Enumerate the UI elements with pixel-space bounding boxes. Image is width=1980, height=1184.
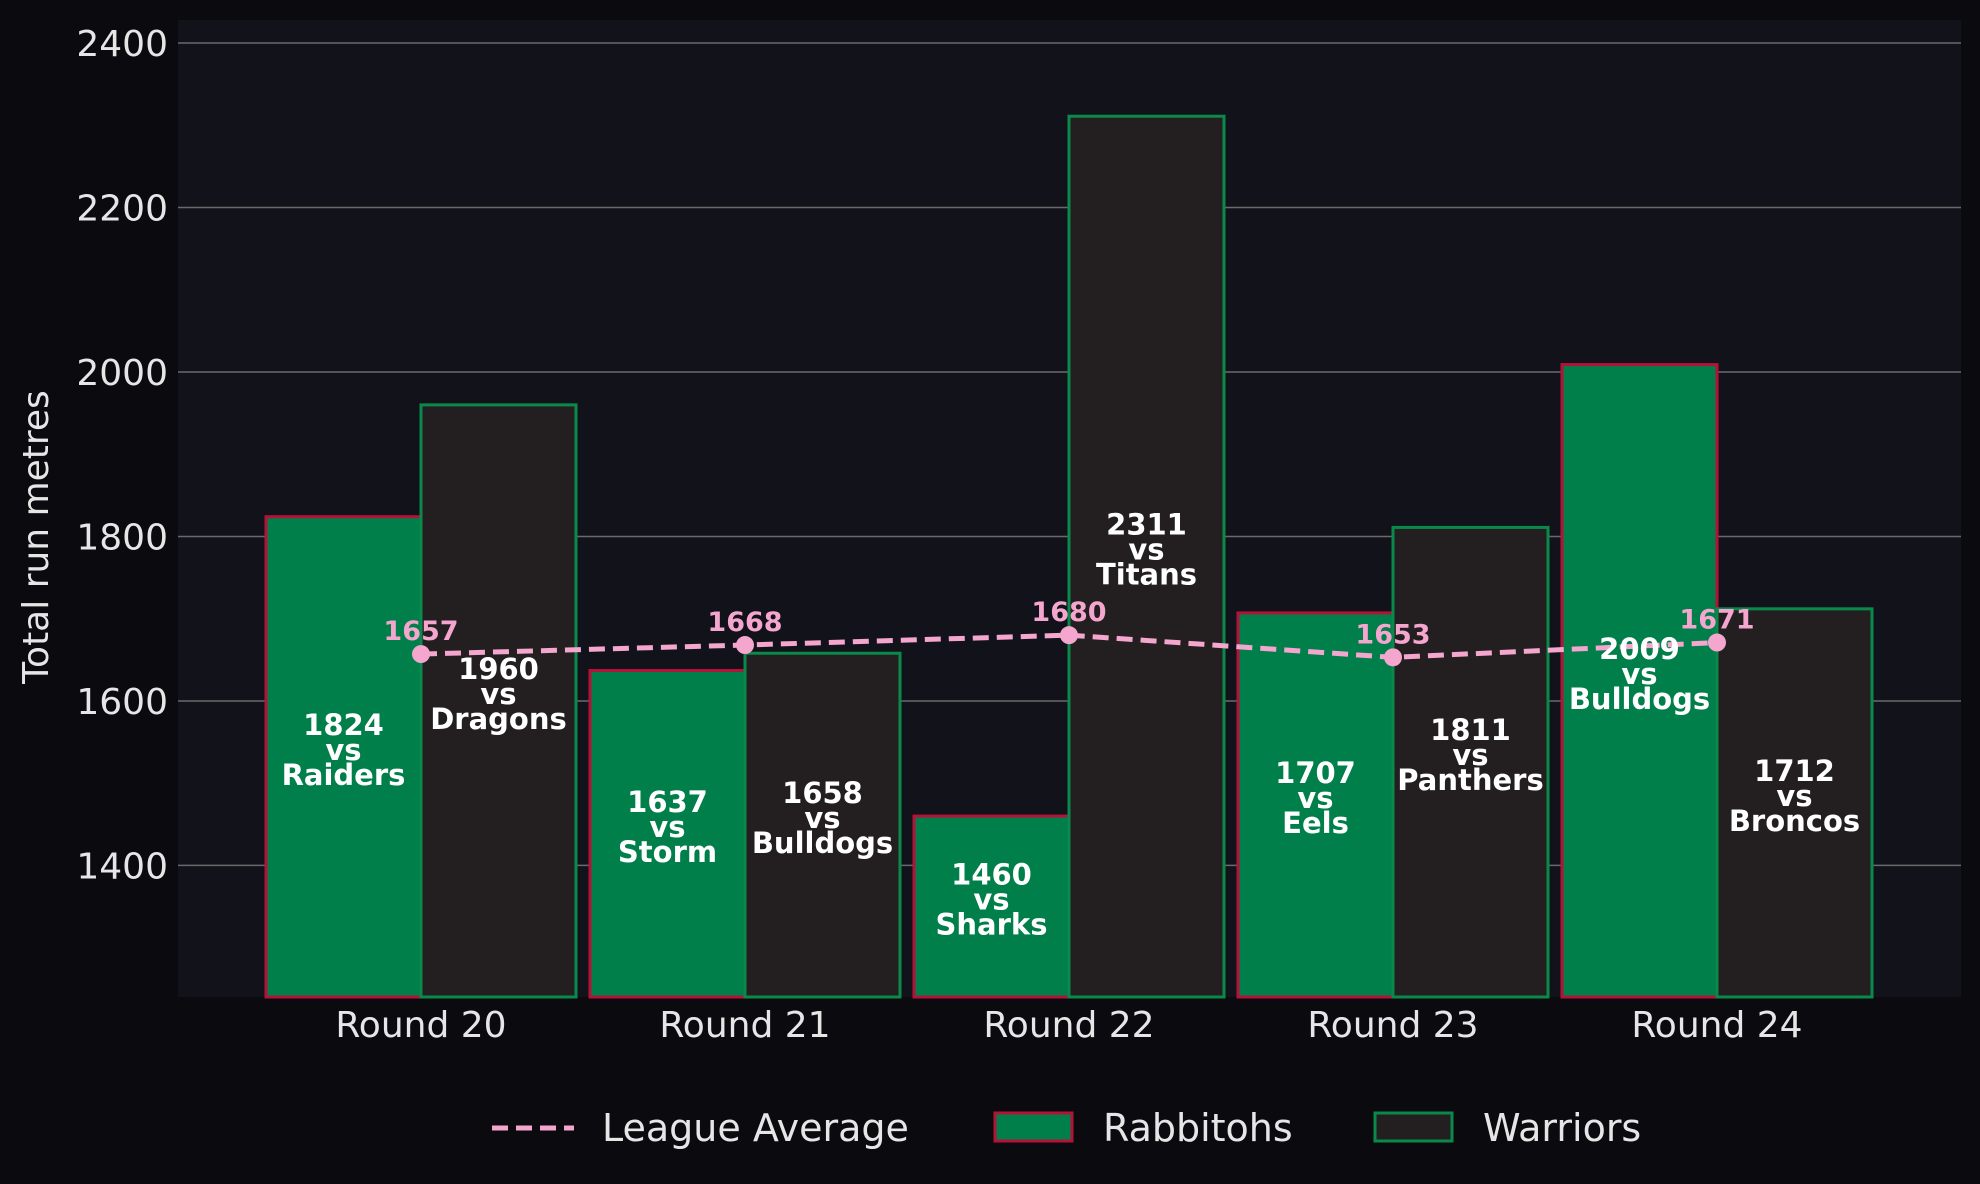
legend: League Average Rabbitohs Warriors <box>492 1106 1641 1150</box>
bar-label-rabbitohs-2-line0: 1460 <box>951 858 1032 892</box>
bar-rabbitohs-3 <box>1236 611 1395 999</box>
bar-label-warriors-4-line0: 1712 <box>1754 754 1835 788</box>
y-tick-label-1400: 1400 <box>76 846 168 887</box>
x-tick-label-1: Round 21 <box>659 1005 830 1046</box>
bar-label-rabbitohs-2-line1: vs <box>973 883 1009 917</box>
average-point-3 <box>1384 648 1402 667</box>
bar-warriors-2 <box>1067 114 1226 999</box>
bar-label-rabbitohs-0-line1: vs <box>325 733 361 767</box>
average-label-3: 1653 <box>1355 619 1430 650</box>
legend-rabbitohs-label: Rabbitohs <box>1103 1106 1293 1150</box>
bar-warriors-4 <box>1715 607 1874 999</box>
bar-label-warriors-2-line0: 2311 <box>1106 508 1187 542</box>
bar-label-warriors-0-line1: vs <box>480 677 516 711</box>
x-axis-ticks: Round 20 Round 21 Round 22 Round 23 Round 24 <box>335 1005 1802 1046</box>
bar-label-rabbitohs-0-line0: 1824 <box>303 708 384 742</box>
bar-label-warriors-0-line0: 1960 <box>458 652 539 686</box>
y-axis-ticks: 1400 1600 1800 2000 2200 2400 <box>76 24 168 887</box>
average-point-0 <box>412 645 430 664</box>
y-tick-label-2200: 2200 <box>76 189 168 230</box>
bar-label-rabbitohs-4-line2: Bulldogs <box>1569 682 1710 716</box>
bar-label-rabbitohs-2-line2: Sharks <box>936 908 1048 942</box>
bar-label-warriors-2-line1: vs <box>1128 533 1164 567</box>
x-tick-label-4: Round 24 <box>1631 1005 1802 1046</box>
bar-label-rabbitohs-1-line2: Storm <box>618 835 717 869</box>
bar-rabbitohs-4 <box>1560 363 1719 999</box>
average-point-4 <box>1708 633 1726 652</box>
legend-rabbitohs-swatch <box>993 1111 1074 1143</box>
bar-label-warriors-4-line2: Broncos <box>1729 804 1860 838</box>
bar-label-rabbitohs-0-line2: Raiders <box>282 758 406 792</box>
bar-warriors-0 <box>419 403 578 999</box>
x-tick-label-0: Round 20 <box>335 1005 506 1046</box>
bar-label-rabbitohs-1-line1: vs <box>649 810 685 844</box>
y-tick-label-2000: 2000 <box>76 353 168 394</box>
bar-label-rabbitohs-3-line0: 1707 <box>1275 756 1356 790</box>
bar-label-warriors-0-line2: Dragons <box>430 702 567 736</box>
x-tick-label-3: Round 23 <box>1307 1005 1478 1046</box>
bar-labels: 1824vsRaiders1637vsStorm1460vsSharks1707… <box>282 508 1861 942</box>
average-label-2: 1680 <box>1031 597 1106 628</box>
bar-label-warriors-1-line1: vs <box>804 801 840 835</box>
bar-label-rabbitohs-4-line0: 2009 <box>1599 632 1680 666</box>
average-label-1: 1668 <box>707 607 782 638</box>
bar-label-warriors-1-line2: Bulldogs <box>752 826 893 860</box>
legend-warriors-label: Warriors <box>1483 1106 1641 1150</box>
bar-label-rabbitohs-3-line2: Eels <box>1282 806 1349 840</box>
bar-label-warriors-3-line0: 1811 <box>1430 713 1511 747</box>
x-tick-label-2: Round 22 <box>983 1005 1154 1046</box>
y-tick-label-2400: 2400 <box>76 24 168 65</box>
bar-label-rabbitohs-4-line1: vs <box>1621 657 1657 691</box>
bar-label-warriors-3-line2: Panthers <box>1397 763 1543 797</box>
average-label-4: 1671 <box>1679 605 1754 636</box>
bar-label-warriors-1-line0: 1658 <box>782 776 863 810</box>
average-point-2 <box>1060 626 1078 645</box>
bar-warriors-1 <box>743 651 902 999</box>
bar-label-rabbitohs-3-line1: vs <box>1297 781 1333 815</box>
bar-rabbitohs-2 <box>912 814 1071 999</box>
average-point-1 <box>736 636 754 655</box>
bar-label-rabbitohs-1-line0: 1637 <box>627 785 708 819</box>
bar-label-warriors-4-line1: vs <box>1776 779 1812 813</box>
average-label-0: 1657 <box>383 616 458 647</box>
bar-label-warriors-3-line1: vs <box>1452 738 1488 772</box>
legend-warriors-swatch <box>1373 1111 1454 1143</box>
y-tick-label-1800: 1800 <box>76 517 168 558</box>
bars <box>264 114 1874 999</box>
legend-average-label: League Average <box>602 1106 909 1150</box>
y-axis-title: Total run metres <box>16 390 57 685</box>
y-tick-label-1600: 1600 <box>76 682 168 723</box>
bar-label-warriors-2-line2: Titans <box>1096 558 1197 592</box>
bar-warriors-3 <box>1391 525 1550 999</box>
average-line-group: 1657 1668 1680 1653 1671 <box>383 597 1755 667</box>
